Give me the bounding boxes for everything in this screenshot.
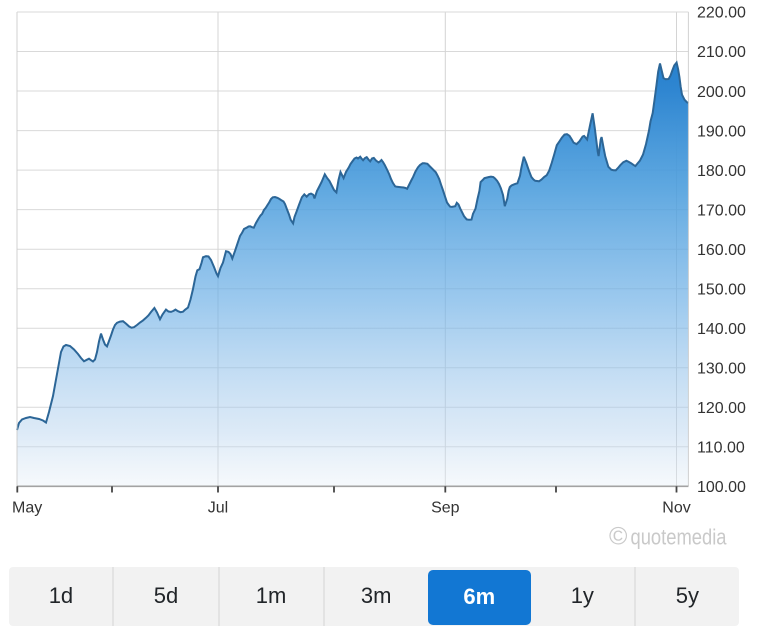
svg-text:220.00: 220.00	[697, 5, 746, 22]
svg-text:Nov: Nov	[662, 500, 690, 517]
svg-text:200.00: 200.00	[697, 84, 746, 101]
svg-text:210.00: 210.00	[697, 44, 746, 61]
svg-text:120.00: 120.00	[697, 400, 746, 417]
svg-text:quotemedia: quotemedia	[631, 525, 728, 550]
svg-text:Jul: Jul	[208, 500, 228, 517]
svg-text:150.00: 150.00	[697, 281, 746, 298]
svg-text:130.00: 130.00	[697, 360, 746, 377]
svg-text:May: May	[12, 500, 42, 517]
svg-text:190.00: 190.00	[697, 123, 746, 140]
svg-text:110.00: 110.00	[697, 440, 745, 457]
svg-text:Sep: Sep	[431, 500, 460, 517]
svg-text:©: ©	[609, 523, 628, 551]
svg-text:170.00: 170.00	[697, 202, 746, 219]
svg-text:180.00: 180.00	[697, 163, 746, 180]
svg-text:140.00: 140.00	[697, 321, 746, 338]
svg-text:160.00: 160.00	[697, 242, 746, 259]
svg-text:100.00: 100.00	[697, 479, 746, 496]
